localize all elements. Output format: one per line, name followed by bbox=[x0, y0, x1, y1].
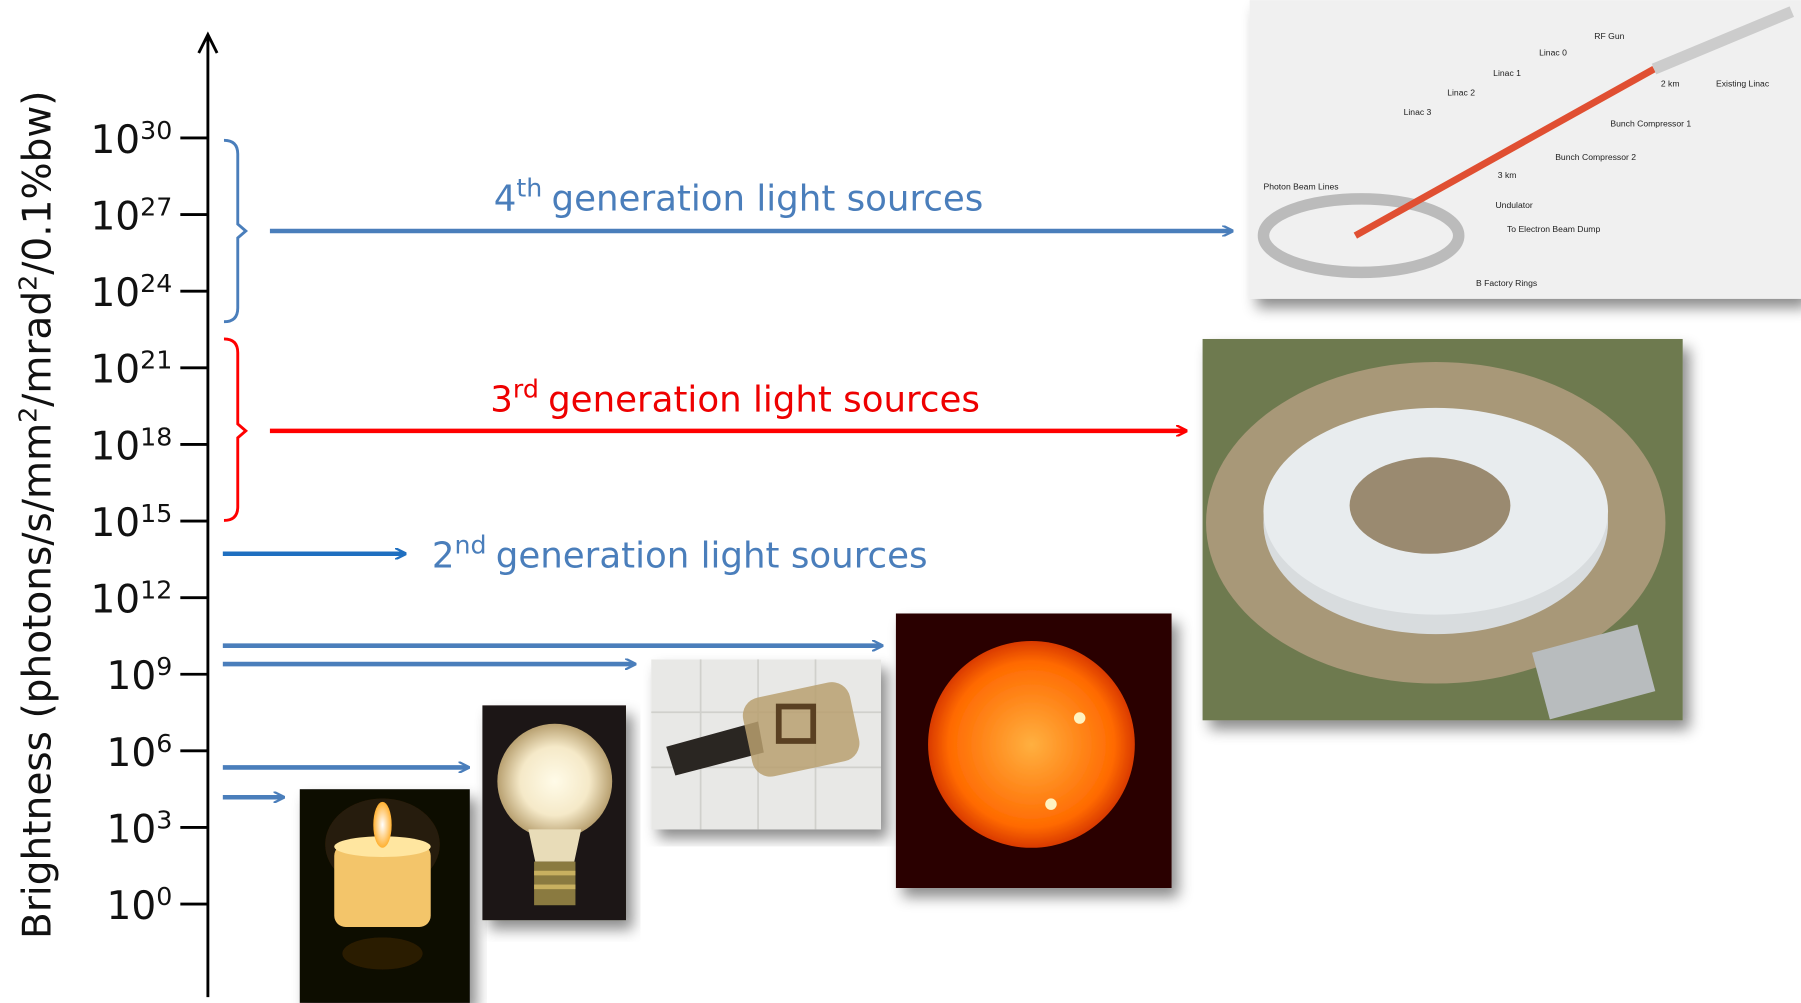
tick-label: 103 bbox=[107, 805, 173, 853]
generation-label: 4th generation light sources bbox=[494, 173, 984, 220]
diagram-label: B Factory Rings bbox=[1476, 278, 1537, 288]
gen-number: 2 bbox=[432, 536, 455, 577]
tick-exponent: 27 bbox=[140, 192, 172, 221]
tick-base: 10 bbox=[90, 348, 140, 393]
diagram-label: Bunch Compressor 1 bbox=[1610, 118, 1691, 128]
diagram-label: 3 km bbox=[1498, 170, 1517, 180]
axis-label: Brightness (photons/s/mm2/mrad2/0.1%bw) bbox=[13, 90, 60, 939]
diagram-label: To Electron Beam Dump bbox=[1507, 224, 1601, 234]
tick-exponent: 6 bbox=[156, 728, 172, 757]
gen-suffix: rd bbox=[513, 374, 539, 403]
gen-suffix: th bbox=[516, 173, 542, 202]
tick-exponent: 21 bbox=[140, 345, 172, 374]
tick-exponent: 30 bbox=[140, 115, 172, 144]
tick-label: 1015 bbox=[90, 498, 172, 546]
candle-photo bbox=[300, 789, 470, 1003]
tick-label: 106 bbox=[107, 728, 173, 775]
tick-label: 1018 bbox=[90, 422, 172, 470]
diagram-label: Linac 1 bbox=[1493, 68, 1521, 78]
tick-label: 1021 bbox=[90, 345, 172, 393]
tick-base: 10 bbox=[90, 195, 140, 240]
diagram-label: Photon Beam Lines bbox=[1263, 182, 1338, 192]
tick-exponent: 12 bbox=[140, 575, 172, 604]
tick-exponent: 24 bbox=[140, 269, 172, 298]
gen-text: generation light sources bbox=[552, 178, 984, 219]
label-part: Brightness (photons/s/mm bbox=[16, 423, 61, 939]
diagram-label: Linac 2 bbox=[1447, 87, 1475, 97]
tick-base: 10 bbox=[90, 501, 140, 546]
generation-label: 2nd generation light sources bbox=[432, 530, 928, 577]
tick-base: 10 bbox=[107, 807, 157, 852]
gen-text: generation light sources bbox=[548, 379, 980, 420]
label-sup: 2 bbox=[13, 407, 42, 423]
tick-base: 10 bbox=[107, 654, 157, 699]
diagram-label: Linac 3 bbox=[1404, 107, 1432, 117]
tick-exponent: 9 bbox=[156, 652, 172, 681]
tick-exponent: 15 bbox=[140, 498, 172, 527]
label-part: /0.1%bw) bbox=[16, 90, 61, 274]
label-part: /mrad bbox=[16, 291, 61, 407]
gen-number: 4 bbox=[494, 178, 517, 219]
label-sup: 2 bbox=[13, 275, 42, 291]
tick-base: 10 bbox=[90, 578, 140, 623]
page: 1030102710241021101810151012109106103100… bbox=[0, 0, 1801, 1003]
tick-base: 10 bbox=[107, 884, 157, 929]
tick-label: 100 bbox=[107, 882, 173, 930]
lcls-diagram: RF Gun Linac 0 Linac 1 Linac 2 Linac 3 2… bbox=[1250, 0, 1801, 299]
diagram-label: RF Gun bbox=[1594, 31, 1624, 41]
gen-suffix: nd bbox=[455, 530, 487, 559]
bracket bbox=[224, 339, 246, 520]
diagram-label: Linac 0 bbox=[1539, 47, 1567, 57]
tick-base: 10 bbox=[90, 118, 140, 163]
diagram-label: 2 km bbox=[1661, 78, 1680, 88]
tick-base: 10 bbox=[90, 271, 140, 316]
tick-label: 1027 bbox=[90, 192, 172, 240]
sun-photo bbox=[896, 613, 1172, 888]
gen-number: 3 bbox=[490, 379, 513, 420]
tick-label: 1030 bbox=[90, 115, 172, 163]
tick-exponent: 3 bbox=[156, 805, 172, 834]
synchrotron-photo bbox=[1203, 339, 1683, 720]
tick-label: 109 bbox=[107, 652, 173, 700]
bulb-photo bbox=[482, 705, 626, 920]
bracket bbox=[224, 140, 246, 321]
generation-label: 3rd generation light sources bbox=[490, 374, 980, 420]
figure: 1030102710241021101810151012109106103100… bbox=[0, 0, 1801, 1003]
tick-exponent: 18 bbox=[140, 422, 172, 451]
tick-label: 1024 bbox=[90, 269, 172, 317]
tick-exponent: 0 bbox=[156, 882, 172, 911]
tick-base: 10 bbox=[107, 731, 157, 776]
diagram-label: Existing Linac bbox=[1716, 78, 1770, 88]
tube-photo bbox=[651, 659, 881, 829]
diagram-label: Undulator bbox=[1495, 200, 1532, 210]
gen-text: generation light sources bbox=[496, 536, 928, 577]
tick-label: 1012 bbox=[90, 575, 172, 623]
tick-base: 10 bbox=[90, 424, 140, 469]
diagram-label: Bunch Compressor 2 bbox=[1555, 152, 1636, 162]
